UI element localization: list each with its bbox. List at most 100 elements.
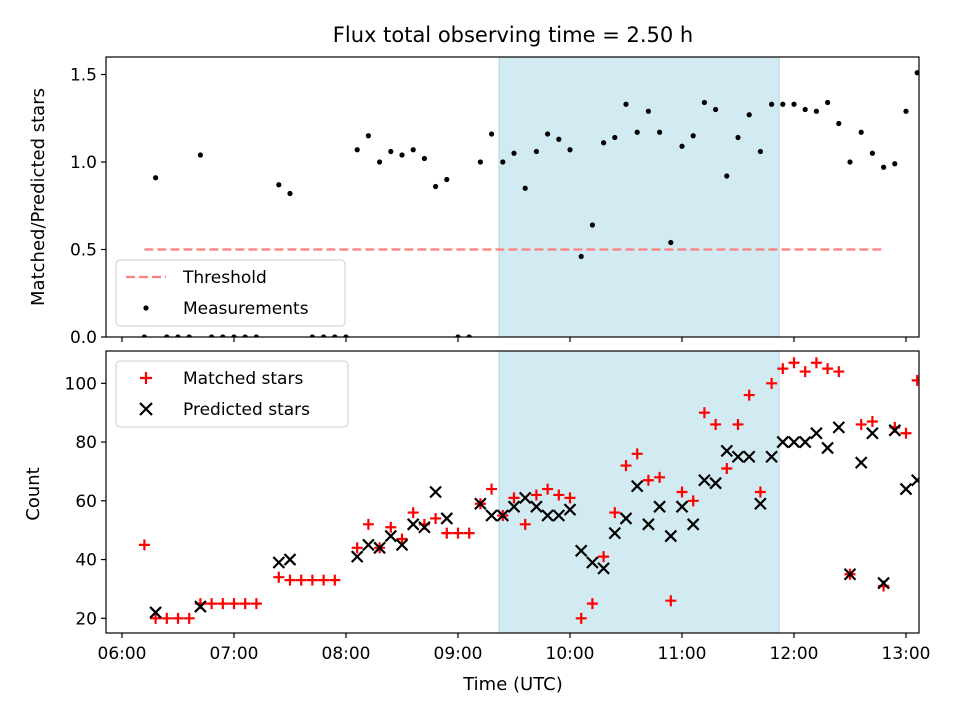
predicted-stars-point [731,450,745,464]
x-tick-label: 13:00 [882,644,931,664]
top-panel: 0.0 0.5 1.0 1.5 Threshold Measurements [70,56,931,348]
predicted-stars-point [742,450,756,464]
measurements-point [926,151,931,156]
measurements-point [522,185,528,191]
measurements-point [354,147,360,153]
predicted-stars-point [552,509,566,522]
predicted-stars-point [787,435,801,449]
matched-stars-point [855,418,867,430]
predicted-stars-point [675,500,689,513]
x-tick-label: 11:00 [658,644,707,664]
measurements-point [343,334,349,337]
x-axis-label: Time (UTC) [462,674,563,695]
measurements-point [477,159,483,165]
measurements-point [657,129,663,135]
matched-stars-point [407,507,419,519]
measurements-point [253,334,259,337]
measurements-point [388,148,394,155]
measurements-point [701,99,708,106]
predicted-stars-point [194,600,207,613]
measurements-point [175,334,181,337]
matched-stars-point [564,492,576,504]
measurements-point [500,159,506,165]
predicted-stars-point [530,500,543,513]
matched-stars-point [810,357,822,369]
predicted-stars-point [418,520,431,534]
matched-stars-point [642,474,654,486]
matched-stars-point [945,410,956,421]
predicted-stars-point [821,441,834,455]
matched-stars-point [631,448,643,460]
measurements-point [757,148,764,155]
matched-stars-point [542,483,554,495]
matched-stars-point [183,612,195,624]
measurements-point [220,334,226,337]
matched-stars-point [934,410,945,421]
measurements-point [713,106,719,113]
predicted-stars-point [496,509,510,522]
y-tick-label: 40 [75,551,97,571]
predicted-stars-point [574,544,588,558]
measurements-point [881,164,887,170]
measurements-point [309,334,315,337]
measurements-point [197,152,203,158]
matched-stars-point [306,574,318,586]
predicted-stars-point [406,518,420,531]
predicted-stars-point [957,495,960,506]
plot-area [138,357,960,624]
observing-window-shade [498,56,780,338]
bottom-panel: 20 40 60 80 100 06:00 07:00 08:00 09:00 10:00 11:0… [65,350,960,664]
predicted-stars-point [877,576,890,590]
legend-label: Measurements [183,299,309,319]
y-tick-label: 80 [75,433,97,453]
matched-stars-point [575,612,587,624]
predicted-stars-point [485,509,498,522]
measurements-point [276,182,282,188]
matched-stars-point [250,598,262,610]
matched-stars-point [721,463,733,474]
predicted-stars-point [586,556,599,569]
measurements-point [791,101,797,107]
predicted-stars-point [923,422,934,433]
matched-stars-point [318,574,330,586]
measurements-point [365,133,371,139]
measurements-point [399,152,405,158]
predicted-stars-point [597,562,610,575]
x-tick-label: 08:00 [322,644,371,664]
x-tick-label: 12:00 [770,644,819,664]
legend-label: Matched stars [183,369,303,389]
matched-stars-point [788,357,800,369]
measurements-point [634,129,640,135]
predicted-stars-point [608,526,622,540]
matched-stars-point [351,542,363,554]
legend-plus-swatch [140,372,152,384]
matched-stars-point [150,612,162,624]
predicted-stars-point [429,485,442,499]
matched-stars-point [172,612,184,624]
measurements-point [455,334,461,337]
legend-dot-swatch [143,305,149,311]
x-tick-label: 09:00 [434,644,483,664]
legend-label: Threshold [182,268,267,288]
matched-stars-point [586,598,598,610]
predicted-stars-point [630,479,644,493]
matched-stars-point [228,598,240,610]
matched-stars-point [441,527,453,539]
measurements-point [444,176,450,183]
predicted-stars-point [698,473,711,487]
matched-stars-point [530,489,542,501]
predicted-stars-point [440,512,454,525]
predicted-stars-point [664,529,678,543]
measurements-point [903,108,909,114]
y-tick-label: 0.0 [70,328,97,348]
matched-stars-point [777,363,789,375]
predicted-stars-point [149,606,162,619]
predicted-stars-point [653,500,666,513]
y-tick-label: 100 [65,374,97,394]
predicted-stars-point [810,426,823,440]
predicted-stars-point [384,529,398,543]
matched-stars-point [217,598,229,610]
predicted-stars-point [910,473,919,487]
measurements-point [623,101,629,107]
measurements-point [724,173,730,179]
